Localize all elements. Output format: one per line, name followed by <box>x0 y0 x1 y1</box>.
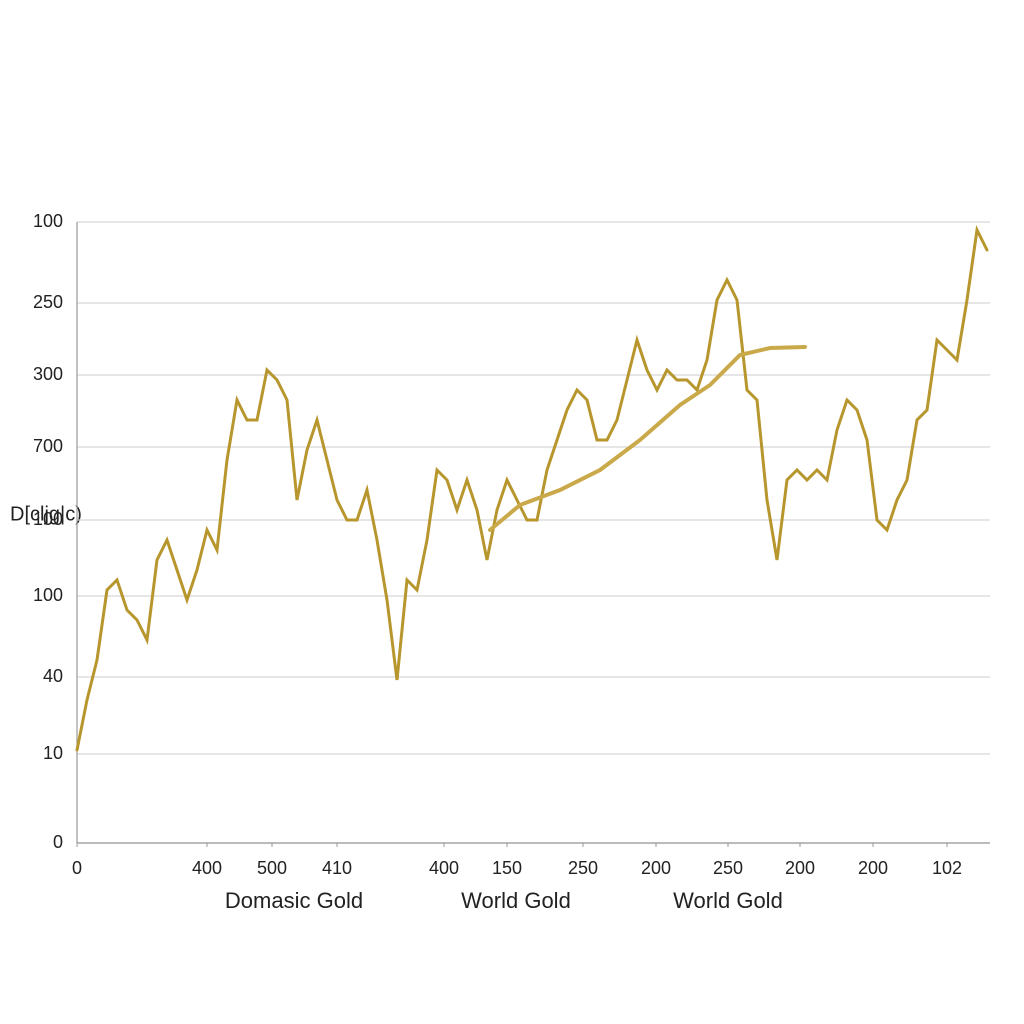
x-tick-label: 410 <box>322 858 352 878</box>
y-tick-label: 0 <box>53 832 63 852</box>
y-tick-label: 300 <box>33 364 63 384</box>
y-tick-label: 100 <box>33 211 63 231</box>
series-line <box>75 225 989 752</box>
x-tick-label: 200 <box>785 858 815 878</box>
x-tick-label: 250 <box>568 858 598 878</box>
y-tick-label: 100 <box>33 509 63 529</box>
y-tick-label: 100 <box>33 585 63 605</box>
y-tick-label: 10 <box>43 743 63 763</box>
group-label: Domasic Gold <box>225 888 363 913</box>
x-tick-label: 150 <box>492 858 522 878</box>
y-tick-label: 700 <box>33 436 63 456</box>
x-tick-label: 500 <box>257 858 287 878</box>
x-tick-label: 200 <box>858 858 888 878</box>
y-axis-label: D[cljg|c) <box>10 503 82 525</box>
group-label: World Gold <box>673 888 783 913</box>
y-tick-label: 250 <box>33 292 63 312</box>
series-line <box>488 345 807 532</box>
group-label: World Gold <box>461 888 571 913</box>
x-tick-label: 400 <box>192 858 222 878</box>
x-tick-label: 200 <box>641 858 671 878</box>
x-tick-label: 102 <box>932 858 962 878</box>
x-tick-label: 0 <box>72 858 82 878</box>
y-tick-label: 40 <box>43 666 63 686</box>
x-tick-label: 400 <box>429 858 459 878</box>
x-tick-label: 250 <box>713 858 743 878</box>
